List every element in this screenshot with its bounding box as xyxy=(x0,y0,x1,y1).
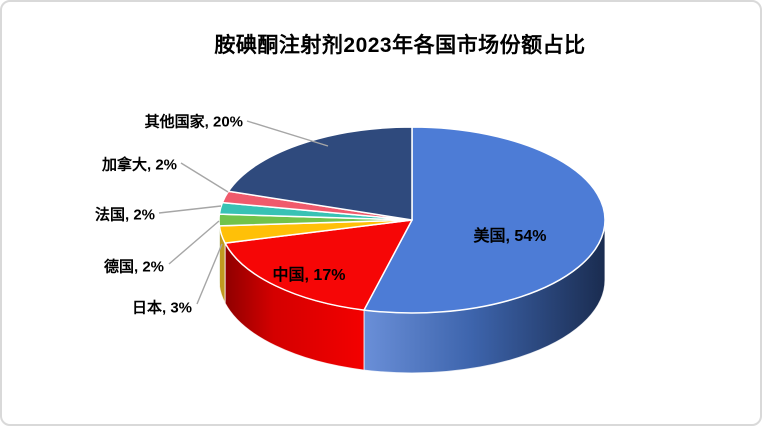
data-label-china: 中国, 17% xyxy=(272,267,346,284)
leader-line-france xyxy=(158,205,222,214)
data-label-germany: 德国, 2% xyxy=(103,258,164,276)
pie-slice-usa xyxy=(363,126,606,314)
data-label-others: 其他国家, 20% xyxy=(144,113,243,131)
data-label-japan: 日本, 3% xyxy=(131,299,192,317)
chart-title: 胺碘酮注射剂2023年各国市场份额占比 xyxy=(214,34,586,57)
leader-line-canada xyxy=(180,162,229,193)
pie-slice-others xyxy=(227,126,413,221)
leader-line-germany xyxy=(168,220,220,265)
leader-line-japan xyxy=(196,243,223,305)
data-label-usa: 美国, 54% xyxy=(473,228,547,245)
pie-slice-china xyxy=(224,219,413,311)
leader-line-others xyxy=(246,120,329,147)
data-label-france: 法国, 2% xyxy=(94,206,155,224)
data-label-canada: 加拿大, 2% xyxy=(101,156,177,174)
